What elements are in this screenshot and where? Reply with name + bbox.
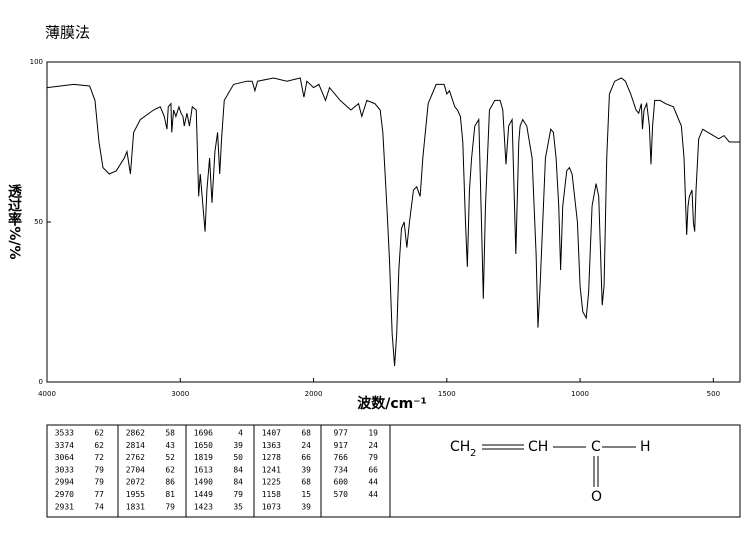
x-tick-label: 1500: [438, 390, 456, 398]
chart-title: 薄膜法: [45, 24, 90, 42]
peak-wavenumber: 2931: [55, 502, 74, 511]
peak-wavenumber: 1613: [194, 465, 213, 474]
peak-transmittance: 79: [165, 502, 175, 511]
peak-transmittance: 74: [94, 502, 104, 511]
peak-wavenumber: 766: [334, 453, 349, 462]
atom: O: [591, 489, 602, 505]
peak-wavenumber: 1073: [262, 502, 281, 511]
peak-transmittance: 66: [301, 453, 311, 462]
peak-wavenumber: 1363: [262, 441, 281, 450]
y-tick-label: 0: [39, 378, 43, 386]
peak-wavenumber: 2762: [126, 453, 145, 462]
peak-transmittance: 44: [368, 478, 378, 487]
atom: CH: [528, 439, 548, 455]
y-tick-label: 50: [34, 218, 43, 226]
peak-wavenumber: 3533: [55, 429, 74, 438]
peak-transmittance: 84: [233, 465, 243, 474]
atom: H: [640, 439, 651, 455]
peak-transmittance: 58: [165, 429, 175, 438]
peak-transmittance: 24: [301, 441, 311, 450]
peak-transmittance: 39: [301, 502, 311, 511]
peak-transmittance: 39: [233, 441, 243, 450]
peak-transmittance: 77: [94, 490, 104, 499]
peak-wavenumber: 2814: [126, 441, 145, 450]
peak-wavenumber: 1650: [194, 441, 213, 450]
x-tick-label: 2000: [305, 390, 323, 398]
table-frame: [46, 424, 741, 518]
x-tick-label: 500: [707, 390, 720, 398]
peak-transmittance: 62: [165, 465, 175, 474]
atom-subscript: 2: [470, 448, 476, 459]
peak-wavenumber: 2704: [126, 465, 145, 474]
peak-wavenumber: 1158: [262, 490, 281, 499]
peak-wavenumber: 2994: [55, 478, 74, 487]
x-tick-label: 4000: [38, 390, 56, 398]
peak-wavenumber: 1449: [194, 490, 213, 499]
peak-transmittance: 50: [233, 453, 243, 462]
peak-transmittance: 79: [94, 465, 104, 474]
peak-wavenumber: 1696: [194, 429, 213, 438]
peak-wavenumber: 2072: [126, 478, 145, 487]
peak-transmittance: 39: [301, 465, 311, 474]
peak-transmittance: 79: [94, 478, 104, 487]
x-axis-label: 波数/cm⁻¹: [357, 395, 427, 412]
peak-wavenumber: 1241: [262, 465, 281, 474]
peak-wavenumber: 1278: [262, 453, 281, 462]
atom: CH: [450, 439, 470, 455]
x-tick-label: 3000: [171, 390, 189, 398]
peak-transmittance: 43: [165, 441, 175, 450]
x-tick-label: 1000: [571, 390, 589, 398]
table-dividers: [117, 425, 391, 517]
peak-wavenumber: 2970: [55, 490, 74, 499]
peak-transmittance: 86: [165, 478, 175, 487]
peak-transmittance: 62: [94, 441, 104, 450]
peak-transmittance: 4: [238, 429, 243, 438]
peak-transmittance: 44: [368, 490, 378, 499]
peak-transmittance: 81: [165, 490, 175, 499]
peak-wavenumber: 570: [334, 490, 349, 499]
peak-wavenumber: 1831: [126, 502, 145, 511]
peak-wavenumber: 600: [334, 478, 349, 487]
peak-transmittance: 35: [233, 502, 243, 511]
peak-transmittance: 19: [368, 429, 378, 438]
peak-wavenumber: 977: [334, 429, 349, 438]
peak-wavenumber: 3064: [55, 453, 74, 462]
peak-wavenumber: 734: [334, 465, 349, 474]
y-axis-label: 透过率%/%: [6, 184, 22, 259]
peak-transmittance: 52: [165, 453, 175, 462]
peak-wavenumber: 917: [334, 441, 349, 450]
peak-transmittance: 72: [94, 453, 104, 462]
peak-wavenumber: 1407: [262, 429, 281, 438]
peak-wavenumber: 2862: [126, 429, 145, 438]
peak-wavenumber: 1225: [262, 478, 281, 487]
atom: C: [591, 439, 601, 455]
peak-wavenumber: 3033: [55, 465, 74, 474]
peak-transmittance: 66: [368, 465, 378, 474]
peak-transmittance: 62: [94, 429, 104, 438]
peak-wavenumber: 3374: [55, 441, 74, 450]
y-tick-label: 100: [30, 58, 43, 66]
peak-transmittance: 68: [301, 478, 311, 487]
peak-transmittance: 79: [368, 453, 378, 462]
peak-transmittance: 79: [233, 490, 243, 499]
peak-wavenumber: 1819: [194, 453, 213, 462]
spectrum-line: [46, 77, 740, 367]
peak-wavenumber: 1490: [194, 478, 213, 487]
peak-transmittance: 68: [301, 429, 311, 438]
peak-transmittance: 15: [301, 490, 311, 499]
structure: CH 2 CH C H O: [450, 439, 651, 505]
peak-wavenumber: 1955: [126, 490, 145, 499]
peak-transmittance: 84: [233, 478, 243, 487]
peak-wavenumber: 1423: [194, 502, 213, 511]
peak-transmittance: 24: [368, 441, 378, 450]
